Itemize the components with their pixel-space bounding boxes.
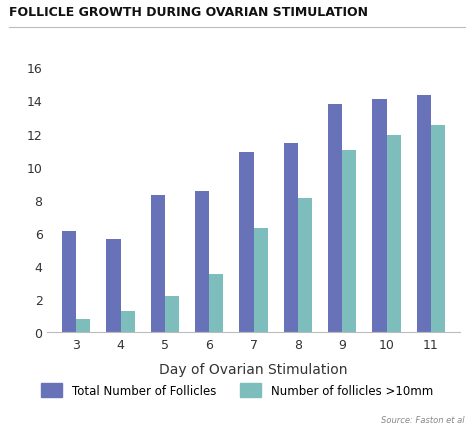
Bar: [106, 240, 120, 332]
Text: FOLLICLE GROWTH DURING OVARIAN STIMULATION: FOLLICLE GROWTH DURING OVARIAN STIMULATI…: [9, 6, 368, 19]
Bar: [431, 126, 445, 332]
Bar: [387, 136, 401, 332]
Bar: [120, 311, 135, 332]
Bar: [195, 192, 209, 332]
Bar: [417, 96, 431, 332]
Bar: [373, 100, 387, 332]
Bar: [165, 296, 179, 332]
Bar: [254, 228, 268, 332]
Text: Source: Faston et al: Source: Faston et al: [381, 415, 465, 424]
Bar: [62, 232, 76, 332]
Bar: [284, 144, 298, 332]
Bar: [298, 199, 312, 332]
Legend: Total Number of Follicles, Number of follicles >10mm: Total Number of Follicles, Number of fol…: [41, 383, 433, 397]
Bar: [342, 151, 356, 332]
Bar: [328, 104, 342, 332]
X-axis label: Day of Ovarian Stimulation: Day of Ovarian Stimulation: [159, 362, 348, 376]
Bar: [151, 195, 165, 332]
Bar: [76, 319, 91, 332]
Bar: [239, 153, 254, 332]
Bar: [209, 274, 223, 332]
